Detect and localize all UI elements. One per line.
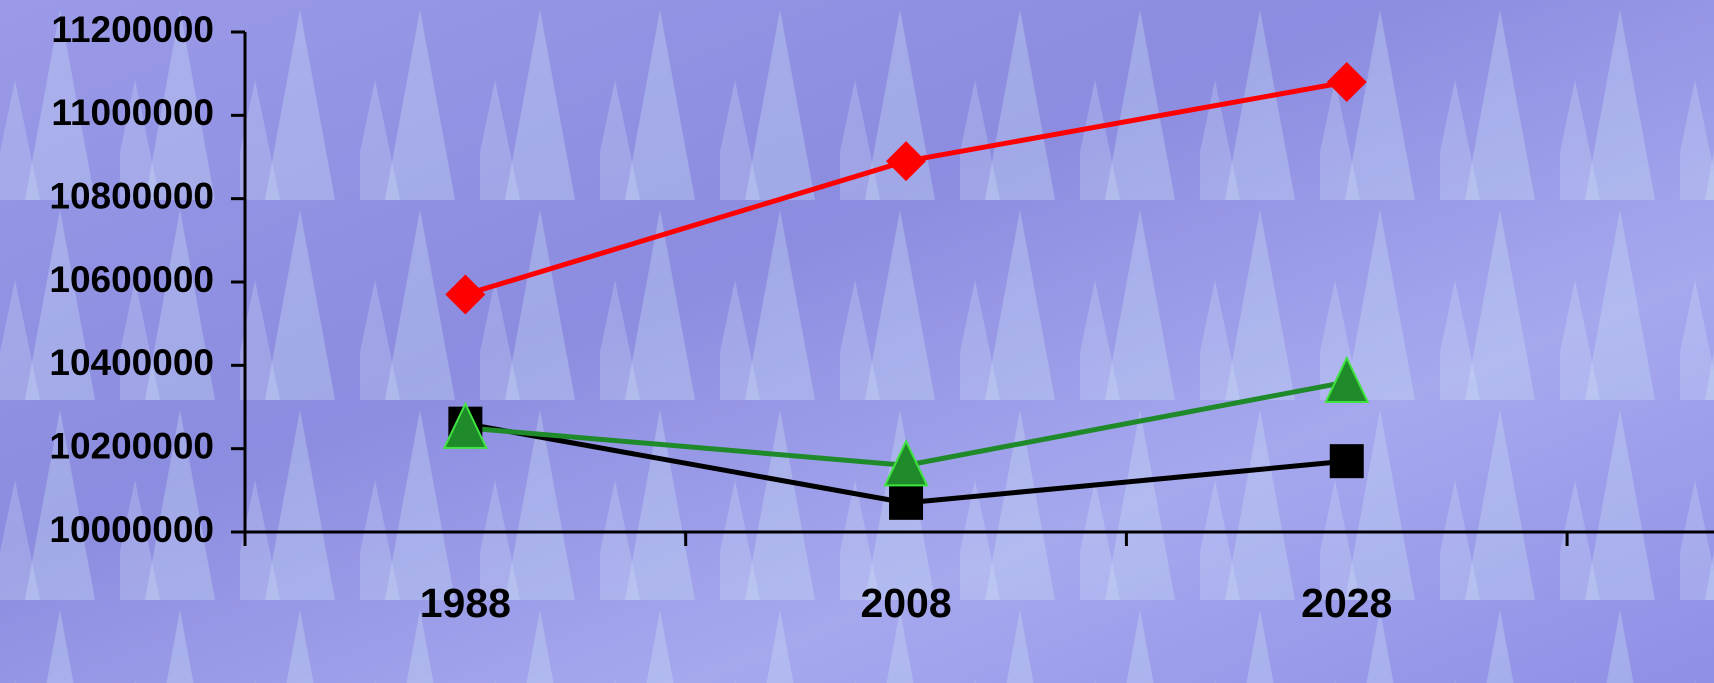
x-tick-label: 1988 — [420, 580, 511, 626]
y-tick-label: 11200000 — [51, 9, 214, 50]
y-tick-label: 10800000 — [49, 175, 214, 216]
y-tick-label: 10400000 — [49, 342, 214, 383]
y-tick-label: 10000000 — [49, 509, 214, 550]
y-tick-label: 11000000 — [51, 92, 214, 133]
y-tick-label: 10200000 — [49, 425, 214, 466]
marker — [889, 486, 923, 520]
marker — [1330, 444, 1364, 478]
page: 10000000 10200000 10400000 10600000 10800000… — [0, 0, 1714, 683]
y-tick-label: 10600000 — [49, 259, 214, 300]
background-texture — [0, 0, 1714, 683]
chart: 10000000 10200000 10400000 10600000 10800000… — [0, 0, 1714, 683]
x-tick-label: 2028 — [1301, 580, 1392, 626]
x-tick-label: 2008 — [860, 580, 951, 626]
